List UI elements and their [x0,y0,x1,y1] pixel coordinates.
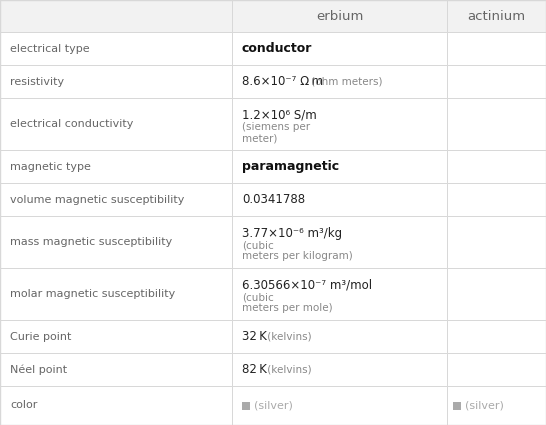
Text: Curie point: Curie point [10,332,72,342]
Bar [447,216,546,268]
Bar [232,65,447,98]
Text: mass magnetic susceptibility: mass magnetic susceptibility [10,237,172,247]
Text: actinium: actinium [467,9,526,23]
Text: 3.77×10⁻⁶ m³/kg: 3.77×10⁻⁶ m³/kg [242,227,342,240]
Text: paramagnetic: paramagnetic [242,160,339,173]
Text: 82 K: 82 K [242,363,267,376]
Text: Néel point: Néel point [10,364,67,375]
Bar [0,320,232,353]
Bar [0,216,232,268]
Bar [232,183,447,216]
Text: (cubic: (cubic [242,292,274,302]
Bar [0,268,232,320]
Text: electrical type: electrical type [10,43,90,54]
Bar [447,65,546,98]
Text: (ohm meters): (ohm meters) [308,76,383,87]
Text: (silver): (silver) [254,400,293,411]
Bar [447,98,546,150]
Text: (kelvins): (kelvins) [264,365,312,374]
Text: meter): meter) [242,133,277,143]
Bar [447,32,546,65]
Bar [447,268,546,320]
Bar [0,386,232,425]
Text: 6.30566×10⁻⁷ m³/mol: 6.30566×10⁻⁷ m³/mol [242,278,372,292]
Bar [232,216,447,268]
Bar [232,386,447,425]
Text: molar magnetic susceptibility: molar magnetic susceptibility [10,289,175,299]
Text: 0.0341788: 0.0341788 [242,193,305,206]
Text: conductor: conductor [242,42,312,55]
Text: (silver): (silver) [465,400,504,411]
Text: 32 K: 32 K [242,330,267,343]
Bar [232,150,447,183]
Bar [447,183,546,216]
Bar [0,150,232,183]
Text: (siemens per: (siemens per [242,122,310,132]
Bar [232,32,447,65]
Text: 8.6×10⁻⁷ Ω m: 8.6×10⁻⁷ Ω m [242,75,323,88]
Text: erbium: erbium [316,9,363,23]
Bar [0,32,232,65]
Bar [0,353,232,386]
Bar [0,98,232,150]
Bar [0,183,232,216]
Bar [242,402,250,410]
Bar [0,65,232,98]
Bar [232,353,447,386]
Text: magnetic type: magnetic type [10,162,91,172]
Text: color: color [10,400,37,411]
Bar [0,0,232,32]
Text: 1.2×10⁶ S/m: 1.2×10⁶ S/m [242,108,317,122]
Text: meters per kilogram): meters per kilogram) [242,251,353,261]
Bar [447,0,546,32]
Bar [447,353,546,386]
Text: (cubic: (cubic [242,240,274,250]
Bar [447,386,546,425]
Bar [232,320,447,353]
Text: volume magnetic susceptibility: volume magnetic susceptibility [10,195,185,204]
Bar [232,98,447,150]
Bar [232,0,447,32]
Text: meters per mole): meters per mole) [242,303,333,313]
Bar [447,150,546,183]
Text: resistivity: resistivity [10,76,64,87]
Bar [453,402,461,410]
Bar [447,320,546,353]
Text: (kelvins): (kelvins) [264,332,312,342]
Text: electrical conductivity: electrical conductivity [10,119,133,129]
Bar [232,268,447,320]
